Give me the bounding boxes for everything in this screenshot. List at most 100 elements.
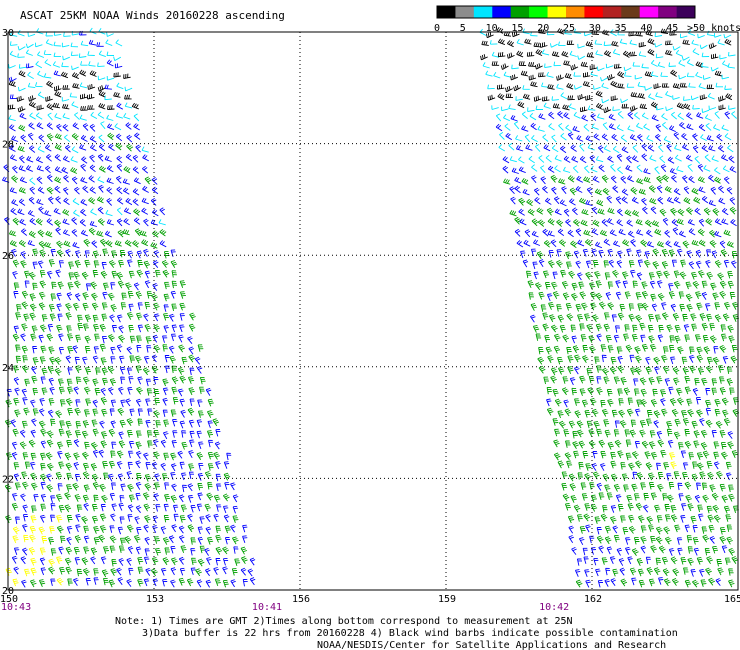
wind-barb (684, 481, 692, 490)
wind-barb (11, 248, 17, 257)
wind-barb (101, 408, 108, 417)
wind-barb (598, 492, 605, 501)
wind-barb (39, 398, 45, 406)
wind-barb (644, 251, 650, 259)
wind-barb (98, 50, 106, 58)
wind-barb (33, 494, 39, 502)
wind-barb (50, 418, 56, 427)
wind-barb (46, 333, 54, 342)
wind-barb (179, 324, 185, 333)
wind-barb (639, 420, 646, 428)
wind-barb (56, 303, 62, 312)
wind-barb (135, 546, 142, 555)
wind-barb (54, 356, 62, 365)
wind-barb (147, 408, 153, 416)
wind-barb (39, 547, 46, 556)
wind-barb (530, 122, 537, 131)
wind-barb (571, 155, 579, 163)
wind-barb (528, 155, 535, 164)
wind-barb (196, 430, 202, 439)
wind-barb (127, 483, 134, 492)
wind-barb (721, 545, 728, 554)
wind-barb (559, 199, 567, 207)
wind-barb (669, 452, 676, 460)
wind-barb (108, 259, 116, 268)
wind-barb (178, 525, 185, 534)
wind-barb (663, 462, 670, 470)
wind-barb (9, 124, 16, 132)
wind-barb (621, 103, 630, 109)
wind-barb (704, 154, 711, 162)
wind-barb (694, 156, 701, 164)
wind-barb (132, 188, 140, 196)
wind-barb (625, 164, 633, 172)
wind-barb (665, 240, 672, 248)
wind-barb (21, 323, 28, 332)
wind-barb (232, 494, 239, 503)
wind-barb (106, 219, 115, 226)
wind-barb (641, 343, 649, 352)
wind-barb (118, 431, 124, 440)
wind-barb (155, 504, 161, 512)
wind-barb (708, 199, 716, 207)
wind-barb (596, 482, 603, 491)
wind-barb (178, 577, 185, 586)
wind-barb (66, 515, 73, 523)
wind-barb (49, 386, 55, 395)
wind-barb (681, 410, 687, 418)
wind-barb (560, 269, 567, 278)
wind-barb (678, 442, 684, 450)
wind-barb (164, 494, 171, 502)
wind-barb (35, 112, 43, 120)
wind-barb (726, 366, 733, 374)
wind-barb (142, 165, 149, 174)
wind-barb (627, 125, 635, 132)
wind-barb (73, 271, 80, 280)
lon-tick-label: 159 (438, 594, 456, 605)
wind-barb (136, 386, 143, 395)
wind-barb (123, 113, 131, 120)
wind-barb (554, 155, 562, 162)
wind-barb (703, 75, 711, 80)
wind-barb (719, 376, 725, 384)
wind-barb (117, 577, 124, 585)
wind-barb (188, 346, 194, 355)
wind-barb (18, 124, 26, 132)
wind-barb (139, 230, 147, 237)
wind-barb (688, 175, 695, 184)
wind-barb (546, 386, 552, 395)
wind-barb (680, 450, 687, 458)
wind-barb (38, 134, 45, 143)
wind-barb (85, 283, 92, 291)
wind-barb (673, 270, 680, 279)
wind-barb (641, 281, 648, 290)
wind-barb (598, 545, 604, 554)
wind-barb (522, 28, 530, 35)
wind-barb (621, 188, 629, 196)
wind-barb (135, 365, 142, 374)
wind-barb (551, 144, 559, 153)
wind-barb (20, 260, 27, 269)
wind-barb (100, 397, 108, 405)
wind-barb (605, 335, 612, 343)
wind-barb (152, 282, 158, 291)
wind-barb (554, 208, 562, 216)
wind-barb (528, 292, 534, 300)
wind-barb (197, 399, 203, 408)
wind-barb (43, 73, 52, 79)
wind-barb (222, 566, 228, 575)
wind-barb (84, 259, 91, 268)
wind-barb (74, 280, 81, 289)
wind-barb (640, 398, 647, 407)
wind-barb (683, 567, 689, 575)
wind-barb (662, 174, 670, 183)
wind-barb (72, 197, 80, 206)
wind-barb (11, 493, 18, 501)
wind-barb (663, 346, 669, 354)
wind-barb (35, 82, 43, 88)
wind-barb (610, 95, 619, 102)
wind-barb (597, 145, 604, 154)
wind-barb (170, 260, 178, 268)
wind-barb (554, 165, 561, 173)
wind-barb (32, 387, 38, 396)
